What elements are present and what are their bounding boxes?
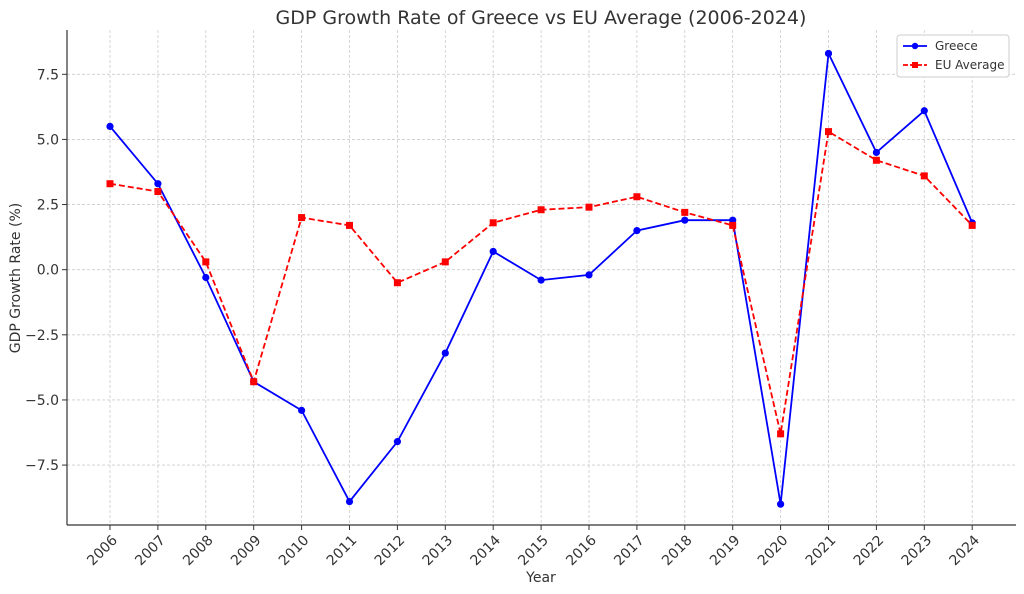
x-tick-label: 2012	[372, 533, 409, 570]
data-point-greece	[585, 271, 593, 279]
data-point-greece	[345, 497, 354, 506]
data-point-eu-average	[729, 221, 737, 229]
legend-label-eu-average: EU Average	[935, 58, 1004, 72]
data-point-eu-average	[346, 221, 353, 229]
data-point-eu-average	[537, 206, 545, 214]
data-point-eu-average	[393, 279, 401, 287]
y-tick-label: −2.5	[25, 328, 59, 344]
x-axis-title: Year	[525, 570, 556, 586]
legend-marker-greece	[911, 42, 919, 50]
data-point-eu-average	[154, 188, 162, 196]
x-tick-label: 2014	[468, 532, 505, 569]
chart-title: GDP Growth Rate of Greece vs EU Average …	[276, 7, 807, 29]
legend: Greece EU Average	[896, 34, 1010, 78]
data-point-greece	[633, 227, 641, 235]
data-point-eu-average	[777, 430, 785, 438]
y-tick-label: 5.0	[37, 132, 59, 148]
data-point-eu-average	[106, 180, 114, 188]
x-tick-label: 2013	[420, 533, 457, 570]
x-tick-label: 2007	[132, 533, 169, 570]
data-point-eu-average	[920, 172, 928, 180]
y-tick-label: −5.0	[25, 393, 59, 409]
x-tick-label: 2018	[659, 533, 696, 570]
x-tick-label: 2016	[563, 532, 600, 569]
data-point-greece	[872, 148, 881, 157]
data-point-eu-average	[298, 214, 306, 222]
x-tick-label: 2006	[84, 532, 121, 569]
series-layer	[106, 49, 976, 508]
axes: 2006 2007 2008 2009 2010 2011 2012 2013 2014 2015…	[25, 30, 1016, 569]
x-tick-label: 2024	[947, 532, 984, 569]
legend-label-greece: Greece	[935, 39, 978, 53]
data-point-eu-average	[825, 128, 832, 136]
y-tick-label: 2.5	[37, 198, 59, 214]
x-tick-label: 2020	[755, 533, 792, 570]
x-tick-label: 2011	[324, 533, 361, 570]
data-point-greece	[154, 180, 162, 188]
data-point-greece	[537, 276, 545, 284]
x-tick-label: 2010	[276, 533, 313, 570]
data-point-greece	[681, 216, 689, 224]
x-tick-label: 2017	[611, 533, 648, 570]
data-point-greece	[202, 273, 210, 282]
data-point-greece	[441, 349, 449, 357]
data-point-greece	[393, 438, 401, 446]
y-axis-title: GDP Growth Rate (%)	[8, 203, 24, 353]
x-tick-label: 2009	[228, 533, 265, 570]
data-point-eu-average	[489, 219, 497, 227]
data-point-greece	[824, 49, 833, 58]
data-point-greece	[298, 406, 306, 414]
data-point-greece	[489, 247, 497, 256]
x-tick-label: 2019	[707, 533, 744, 570]
y-tick-label: 0.0	[37, 263, 59, 279]
y-tick-label: 7.5	[37, 67, 59, 83]
grid-lines	[67, 30, 1016, 525]
data-point-eu-average	[250, 378, 258, 386]
data-point-eu-average	[633, 193, 641, 201]
legend-marker-eu-average	[912, 62, 918, 68]
x-tick-label: 2022	[851, 533, 888, 570]
x-tick-label: 2023	[899, 533, 936, 570]
x-tick-label: 2015	[515, 533, 552, 570]
x-tick-label: 2008	[180, 533, 217, 570]
data-point-eu-average	[681, 208, 689, 216]
data-point-eu-average	[872, 156, 880, 164]
x-tick-label: 2021	[803, 533, 840, 570]
data-point-eu-average	[202, 258, 210, 266]
data-point-greece	[106, 122, 114, 130]
data-point-eu-average	[585, 203, 593, 211]
data-point-greece	[920, 107, 928, 115]
data-point-eu-average	[441, 258, 449, 266]
data-point-greece	[777, 500, 785, 508]
data-point-eu-average	[968, 221, 976, 229]
y-tick-label: −7.5	[25, 458, 59, 474]
